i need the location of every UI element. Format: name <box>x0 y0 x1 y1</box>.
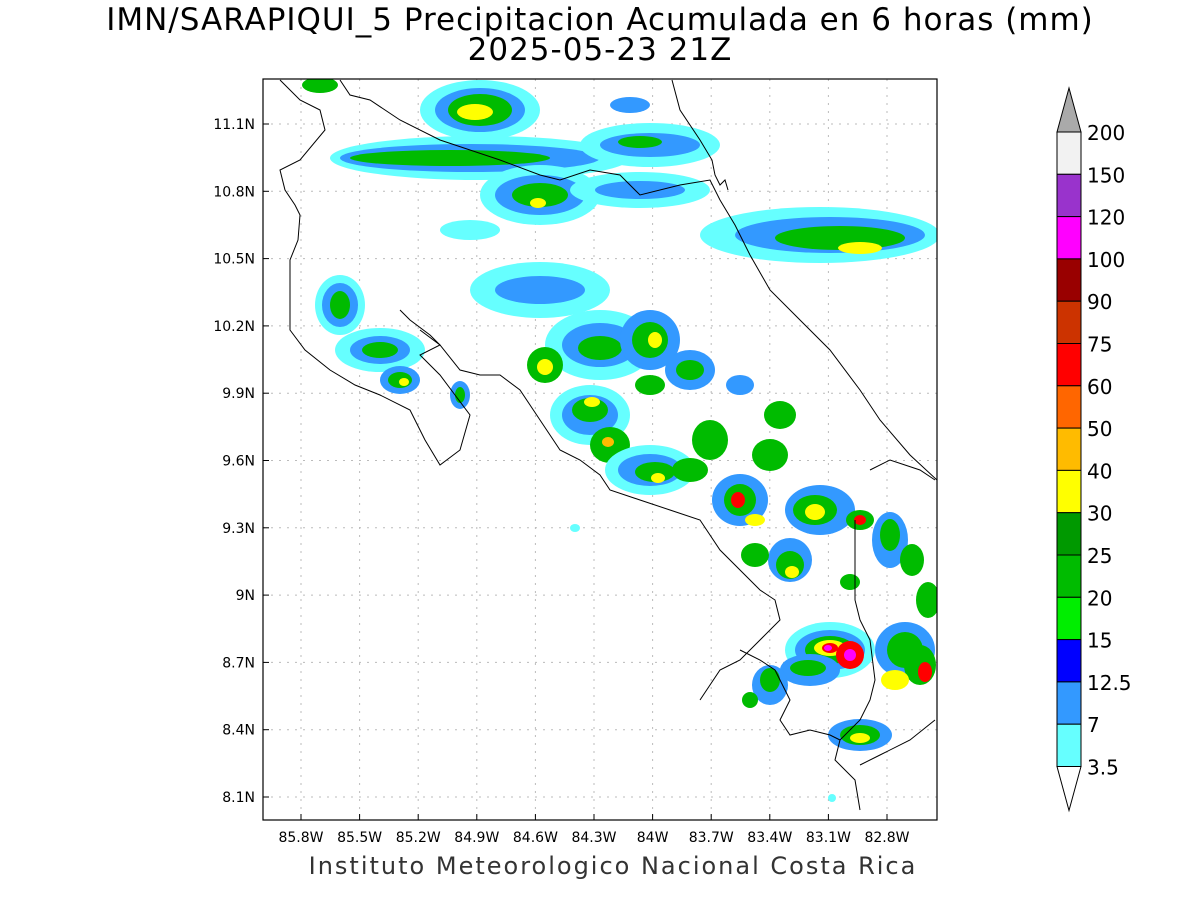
lat-tick-label: 10.5N <box>213 252 255 268</box>
plot-frame <box>262 78 938 821</box>
colorbar-segment <box>1056 596 1082 641</box>
colorbar-label: 12.5 <box>1087 671 1132 695</box>
lat-tick-label: 9.9N <box>222 386 255 402</box>
colorbar-label: 15 <box>1087 629 1112 653</box>
footer-credit: Instituto Meteorologico Nacional Costa R… <box>308 852 918 880</box>
colorbar-segment <box>1056 385 1082 429</box>
colorbar-label: 90 <box>1087 290 1112 314</box>
lon-tick-label: 85.8W <box>278 830 323 846</box>
lon-tick-label: 85.5W <box>337 830 382 846</box>
colorbar-label: 60 <box>1087 375 1112 399</box>
colorbar-segment <box>1056 512 1082 556</box>
colorbar-label: 120 <box>1087 206 1125 230</box>
lon-tick-label: 83.7W <box>689 830 734 846</box>
colorbar-segment <box>1056 173 1082 218</box>
lat-tick-label: 8.4N <box>222 723 255 739</box>
colorbar: 200 150 120 100 90 75 60 50 40 30 25 20 15 12.5 7 3.5 <box>1056 86 1132 813</box>
colorbar-label: 30 <box>1087 502 1112 526</box>
coastlines-borders <box>279 79 937 811</box>
colorbar-segment <box>1056 469 1082 514</box>
lon-axis: 85.8W 85.5W 85.2W 84.9W 84.6W 84.3W 84W 83.7W 83… <box>278 814 910 846</box>
colorbar-label: 25 <box>1087 544 1112 568</box>
colorbar-label: 7 <box>1087 713 1100 737</box>
map-title: IMN/SARAPIQUI_5 Precipitacion Acumulada … <box>106 2 1094 38</box>
colorbar-segment <box>1056 681 1082 725</box>
lat-tick-label: 8.7N <box>222 655 255 671</box>
lon-tick-label: 82.8W <box>864 830 909 846</box>
colorbar-segment <box>1056 554 1082 598</box>
colorbar-label: 150 <box>1087 163 1125 187</box>
precip-field <box>279 79 937 811</box>
precip-band-north <box>302 79 937 263</box>
precip-band-central <box>470 262 924 590</box>
colorbar-segment <box>1056 131 1082 175</box>
colorbar-label: 200 <box>1087 121 1125 145</box>
colorbar-label: 3.5 <box>1087 756 1119 780</box>
colorbar-segment <box>1056 258 1082 302</box>
lat-tick-label: 11.1N <box>213 117 255 133</box>
colorbar-segment <box>1056 427 1082 471</box>
colorbar-label: 50 <box>1087 417 1112 441</box>
lon-tick-label: 84.3W <box>571 830 616 846</box>
colorbar-top-arrow <box>1056 86 1082 133</box>
colorbar-label: 20 <box>1087 586 1112 610</box>
precip-band-west <box>315 275 470 409</box>
lon-tick-label: 84.6W <box>513 830 558 846</box>
colorbar-segment <box>1056 343 1082 387</box>
colorbar-segment <box>1056 300 1082 345</box>
colorbar-bottom-arrow <box>1056 766 1082 813</box>
lon-tick-label: 83.4W <box>747 830 792 846</box>
lat-tick-label: 10.2N <box>213 319 255 335</box>
lon-tick-label: 85.2W <box>396 830 441 846</box>
lat-axis: 11.1N 10.8N 10.5N 10.2N 9.9N 9.6N 9.3N 9N 8.7N 8.… <box>213 117 269 806</box>
lon-tick-label: 84.9W <box>454 830 499 846</box>
colorbar-label: 100 <box>1087 248 1125 272</box>
colorbar-segment <box>1056 639 1082 683</box>
precip-band-south <box>570 524 937 802</box>
lat-tick-label: 8.1N <box>222 790 255 806</box>
lon-tick-label: 83.1W <box>806 830 851 846</box>
colorbar-label: 75 <box>1087 333 1112 357</box>
colorbar-label: 40 <box>1087 459 1112 483</box>
lat-tick-label: 9N <box>236 588 255 604</box>
map-datetime: 2025-05-23 21Z <box>467 32 733 68</box>
lon-tick-label: 84W <box>637 830 669 846</box>
lat-tick-label: 9.6N <box>222 454 255 470</box>
lat-tick-label: 10.8N <box>213 184 255 200</box>
lat-tick-label: 9.3N <box>222 521 255 537</box>
colorbar-segment <box>1056 723 1082 768</box>
colorbar-segment <box>1056 216 1082 260</box>
